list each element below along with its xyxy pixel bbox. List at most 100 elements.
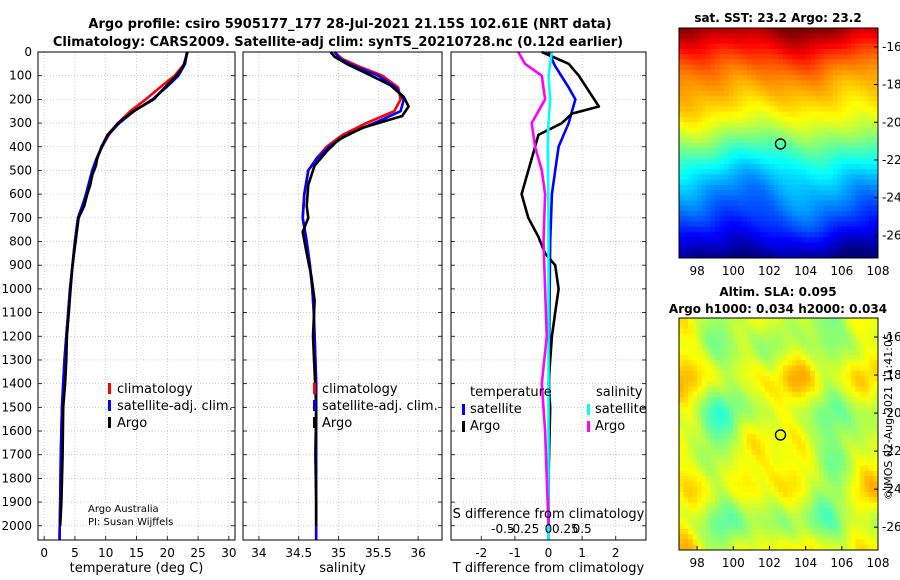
map-cell bbox=[864, 423, 870, 430]
map-cell bbox=[688, 38, 693, 45]
map-cell bbox=[801, 132, 807, 139]
map-cell bbox=[746, 184, 752, 191]
map-cell bbox=[873, 252, 879, 259]
map-cell bbox=[832, 75, 838, 81]
map-cell bbox=[715, 323, 721, 329]
map-cell bbox=[796, 318, 802, 324]
map-cell bbox=[679, 365, 684, 372]
map-cell bbox=[688, 481, 693, 488]
map-cell bbox=[792, 216, 797, 222]
map-cell bbox=[683, 28, 689, 34]
map-cell bbox=[805, 43, 811, 50]
map-cell bbox=[828, 439, 834, 445]
map-cell bbox=[724, 116, 730, 123]
map-cell bbox=[841, 174, 847, 180]
map-cell bbox=[697, 247, 703, 254]
map-cell bbox=[760, 95, 766, 102]
map-cell bbox=[760, 439, 766, 445]
map-cell bbox=[837, 481, 843, 488]
map-cell bbox=[733, 101, 739, 107]
map-cell bbox=[823, 153, 829, 160]
map-cell bbox=[728, 216, 734, 222]
map-cell bbox=[742, 158, 748, 165]
map-cell bbox=[796, 439, 802, 445]
map-cell bbox=[796, 116, 802, 123]
map-cell bbox=[710, 434, 716, 440]
map-cell bbox=[868, 434, 874, 440]
map-cell bbox=[755, 106, 761, 113]
map-cell bbox=[823, 205, 829, 212]
map-cell bbox=[792, 101, 797, 107]
map-cell bbox=[841, 158, 847, 165]
map-cell bbox=[792, 116, 797, 123]
map-cell bbox=[697, 470, 703, 477]
map-cell bbox=[742, 195, 748, 201]
map-cell bbox=[710, 507, 716, 514]
map-cell bbox=[823, 460, 829, 467]
map-cell bbox=[692, 90, 698, 97]
map-cell bbox=[801, 190, 807, 196]
map-cell bbox=[755, 205, 761, 212]
map-cell bbox=[724, 247, 730, 254]
map-cell bbox=[801, 481, 807, 488]
map-cell bbox=[769, 344, 775, 351]
map-cell bbox=[701, 518, 707, 525]
map-cell bbox=[850, 544, 856, 551]
map-cell bbox=[796, 174, 802, 180]
map-cell bbox=[778, 439, 784, 445]
map-cell bbox=[841, 54, 847, 60]
map-cell bbox=[679, 143, 684, 149]
map-cell bbox=[868, 539, 874, 546]
map-cell bbox=[679, 318, 684, 324]
map-cell bbox=[832, 402, 838, 409]
map-cell bbox=[751, 539, 757, 546]
map-cell bbox=[792, 381, 797, 387]
map-cell bbox=[737, 143, 743, 149]
map-cell bbox=[864, 106, 870, 113]
map-cell bbox=[850, 179, 856, 186]
map-cell bbox=[746, 423, 752, 430]
map-cell bbox=[719, 339, 725, 345]
map-cell bbox=[710, 111, 716, 118]
map-cell bbox=[769, 122, 775, 128]
map-cell bbox=[868, 252, 874, 259]
x-tick-label: 10 bbox=[98, 546, 113, 560]
map-cell bbox=[760, 465, 766, 472]
map-cell bbox=[814, 434, 820, 440]
map-cell bbox=[828, 190, 834, 196]
map-cell bbox=[751, 153, 757, 160]
map-cell bbox=[719, 43, 725, 50]
map-cell bbox=[755, 354, 761, 361]
map-cell bbox=[855, 190, 861, 196]
map-cell bbox=[859, 486, 865, 493]
map-cell bbox=[814, 470, 820, 477]
map-cell bbox=[850, 465, 856, 472]
map-cell bbox=[832, 328, 838, 335]
map-cell bbox=[783, 95, 788, 102]
map-cell bbox=[728, 54, 734, 60]
map-cell bbox=[719, 143, 725, 149]
map-cell bbox=[733, 402, 739, 409]
map-cell bbox=[832, 143, 838, 149]
map-cell bbox=[796, 163, 802, 170]
map-cell bbox=[810, 481, 816, 488]
map-cell bbox=[719, 513, 725, 519]
map-cell bbox=[855, 242, 861, 248]
map-cell bbox=[692, 391, 698, 398]
map-cell bbox=[832, 439, 838, 445]
map-cell bbox=[764, 349, 770, 356]
map-cell bbox=[868, 116, 874, 123]
map-cell bbox=[710, 328, 716, 335]
map-cell bbox=[832, 507, 838, 514]
map-cell bbox=[855, 376, 861, 382]
map-cell bbox=[769, 439, 775, 445]
map-cell bbox=[697, 418, 703, 424]
map-cell bbox=[733, 190, 739, 196]
map-cell bbox=[805, 69, 811, 76]
map-cell bbox=[846, 523, 852, 530]
map-cell bbox=[837, 544, 843, 551]
map-cell bbox=[764, 28, 770, 34]
map-cell bbox=[719, 242, 725, 248]
map-cell bbox=[692, 158, 698, 165]
map-cell bbox=[787, 163, 793, 170]
